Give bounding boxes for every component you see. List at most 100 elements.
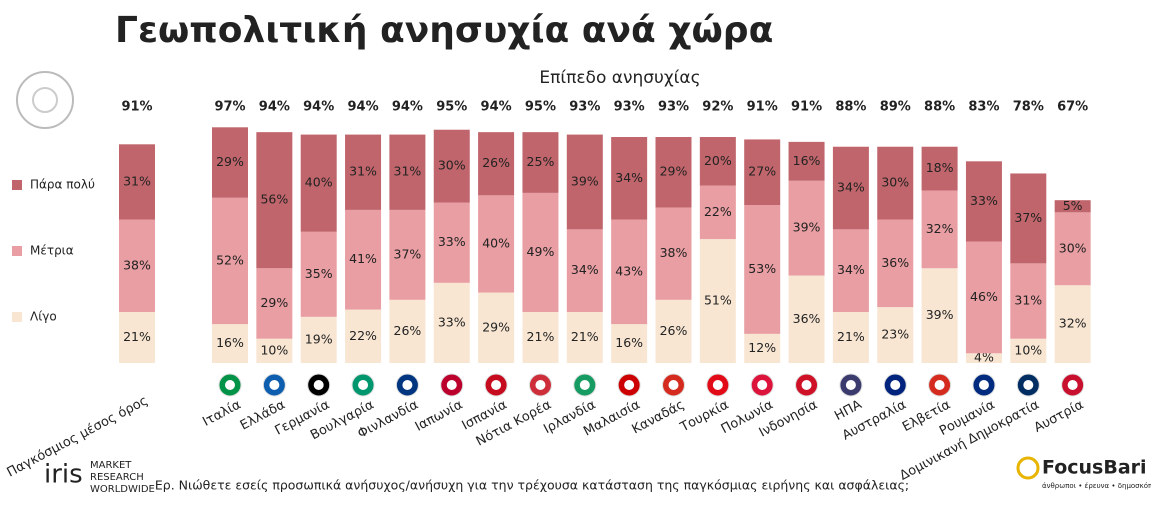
bar-segment: [921, 190, 958, 269]
total-label: 97%: [214, 100, 245, 115]
bar-segment: [832, 146, 869, 230]
total-label: 91%: [121, 100, 152, 115]
legend-label: Λίγο: [30, 310, 57, 324]
data-label: 16%: [615, 335, 643, 350]
bar-segment: [522, 132, 559, 193]
flag: [1067, 380, 1078, 390]
data-label: 21%: [571, 329, 599, 344]
data-label: 46%: [970, 289, 998, 304]
total-label: 78%: [1013, 100, 1044, 115]
bar-segment: [433, 202, 470, 283]
total-label: 93%: [569, 100, 600, 115]
total-label: 91%: [747, 100, 778, 115]
total-label: 94%: [481, 100, 512, 115]
data-label: 36%: [881, 255, 909, 270]
data-label: 56%: [260, 192, 288, 207]
flag: [535, 380, 546, 390]
data-label: 30%: [438, 158, 466, 173]
data-label: 33%: [970, 193, 998, 208]
bar-segment: [655, 137, 692, 208]
bar-segment: [1054, 212, 1091, 286]
bar-segment: [699, 185, 736, 240]
bar-segment: [433, 129, 470, 203]
bar-segment: [433, 282, 470, 363]
total-label: 88%: [835, 100, 866, 115]
bar-segment: [1010, 173, 1047, 264]
total-label: 94%: [303, 100, 334, 115]
flag: [358, 380, 369, 390]
logo-text: MARKET: [90, 460, 132, 471]
data-label: 26%: [482, 155, 510, 170]
data-label: 23%: [881, 327, 909, 342]
bar-segment: [744, 333, 781, 363]
data-label: 39%: [793, 220, 821, 235]
total-label: 95%: [525, 100, 556, 115]
logo-mark: iris: [44, 460, 83, 490]
bar-segment: [921, 268, 958, 363]
logo-tagline: άνθρωποι • έρευνα • δημοσκόπηση: [1042, 482, 1151, 490]
bar-segment: [566, 229, 603, 312]
bar-segment: [522, 192, 559, 312]
data-label: 26%: [394, 323, 422, 338]
total-label: 89%: [880, 100, 911, 115]
total-label: 93%: [614, 100, 645, 115]
data-label: 34%: [837, 262, 865, 277]
legend-label: Μέτρια: [30, 244, 74, 258]
flag: [757, 380, 768, 390]
bar-segment: [877, 307, 914, 363]
data-label: 12%: [748, 340, 776, 355]
bar-segment: [699, 137, 736, 186]
bar-segment: [655, 299, 692, 363]
bar-segment: [119, 219, 155, 312]
data-label: 34%: [571, 262, 599, 277]
data-label: 37%: [1014, 210, 1042, 225]
data-label: 29%: [482, 319, 510, 334]
bar-segment: [300, 134, 337, 232]
data-label: 36%: [793, 311, 821, 326]
bar-segment: [788, 180, 825, 276]
bar-segment: [832, 229, 869, 312]
flag: [491, 380, 502, 390]
bar-segment: [345, 209, 382, 310]
data-label: 52%: [216, 252, 244, 267]
legend-swatch: [12, 312, 22, 322]
bar-segment: [478, 292, 515, 363]
total-label: 88%: [924, 100, 955, 115]
total-label: 94%: [347, 100, 378, 115]
flag: [313, 380, 324, 390]
flag: [801, 380, 812, 390]
bar-segment: [699, 239, 736, 363]
data-label: 25%: [527, 154, 555, 169]
bar-segment: [611, 219, 648, 325]
flag: [978, 380, 989, 390]
emblem: [32, 87, 58, 113]
flag: [1023, 380, 1034, 390]
data-label: 43%: [615, 263, 643, 278]
bar-segment: [965, 241, 1002, 354]
data-label: 40%: [482, 235, 510, 250]
logo-text: RESEARCH: [90, 472, 144, 483]
legend-label: Πάρα πολύ: [30, 178, 95, 192]
bar-segment: [522, 311, 559, 363]
data-label: 22%: [349, 328, 377, 343]
bar-segment: [1010, 263, 1047, 339]
x-tick-label: Ιταλία: [200, 397, 243, 429]
data-label: 21%: [837, 329, 865, 344]
data-label: 16%: [793, 153, 821, 168]
data-label: 31%: [349, 164, 377, 179]
logo-icon: [1016, 456, 1040, 480]
bar-segment: [744, 139, 781, 206]
bar-segment: [345, 309, 382, 363]
data-label: 10%: [260, 342, 288, 357]
data-label: 5%: [1063, 198, 1083, 213]
data-label: 27%: [748, 164, 776, 179]
bar-segment: [119, 311, 155, 363]
data-label: 4%: [974, 350, 994, 365]
data-label: 40%: [305, 175, 333, 190]
bar-segment: [345, 134, 382, 210]
data-label: 21%: [527, 329, 555, 344]
logo-mark: FocusBari: [1042, 457, 1147, 479]
data-label: 34%: [615, 170, 643, 185]
data-label: 41%: [349, 251, 377, 266]
bar-segment: [566, 311, 603, 363]
